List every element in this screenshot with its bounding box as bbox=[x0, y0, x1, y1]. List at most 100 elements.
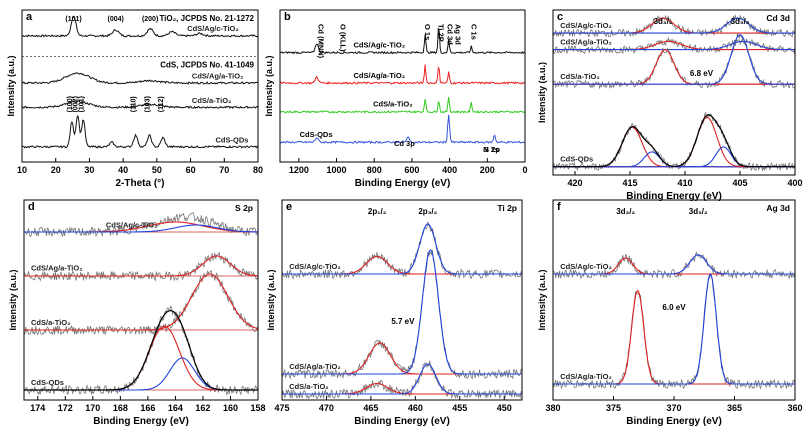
panel-b: CdS/Ag/c-TiO₂ CdS/Ag/a-TiO₂ CdS/a-TiO₂ CdS-… bbox=[264, 9, 528, 189]
plot-area-e bbox=[281, 221, 523, 400]
series-label: CdS/a-TiO₂ bbox=[373, 100, 412, 109]
peak-label: (002) bbox=[73, 96, 80, 112]
panel-letter: b bbox=[284, 11, 291, 23]
series-line bbox=[552, 111, 796, 172]
series-label: CdS/a-TiO₂ bbox=[560, 72, 599, 81]
peak-label: Cd 3d bbox=[446, 24, 455, 45]
x-tick-label: 70 bbox=[219, 165, 229, 175]
splitting-label: 5.7 eV bbox=[391, 317, 415, 326]
peak-label: 3d₃/₂ bbox=[654, 17, 673, 26]
x-tick-label: 365 bbox=[727, 403, 742, 413]
envelope-line bbox=[553, 114, 795, 168]
peak-label: N 1s bbox=[483, 145, 499, 154]
x-tick-label: 360 bbox=[787, 403, 802, 413]
series-label: CdS-QDs bbox=[216, 135, 249, 144]
series-label: CdS/Ag/a-TiO₂ bbox=[192, 72, 244, 81]
plot-area-f bbox=[552, 250, 796, 390]
x-tick-label: 465 bbox=[363, 403, 378, 413]
x-tick-label: 415 bbox=[622, 178, 637, 188]
series-label: CdS/Ag/c-TiO₂ bbox=[106, 220, 158, 229]
y-axis-label: Intensity (a.u.) bbox=[266, 269, 276, 330]
series-label: CdS/Ag/c-TiO₂ bbox=[187, 24, 239, 33]
x-tick-label: 200 bbox=[480, 165, 495, 175]
x-axis-label: Binding Energy (eV) bbox=[626, 416, 722, 427]
peak-label: O 1s bbox=[423, 24, 432, 40]
x-tick-label: 40 bbox=[118, 165, 128, 175]
fit-peak-line bbox=[24, 224, 258, 233]
fit-peak-line bbox=[282, 223, 522, 275]
x-tick-label: 30 bbox=[84, 165, 94, 175]
series-line bbox=[552, 37, 796, 55]
plot-frame bbox=[552, 9, 796, 176]
series-line bbox=[279, 27, 526, 55]
plot-area-d bbox=[23, 211, 259, 396]
series-label: CdS/Ag/c-TiO₂ bbox=[560, 21, 612, 30]
peak-label: Ag 3d bbox=[454, 24, 463, 45]
x-tick-label: 800 bbox=[367, 165, 382, 175]
envelope-line bbox=[24, 310, 258, 391]
series-label: CdS-QDs bbox=[300, 130, 333, 139]
x-tick-label: 174 bbox=[30, 403, 45, 413]
peak-label: (101) bbox=[65, 16, 81, 23]
x-tick-label: 410 bbox=[677, 178, 692, 188]
y-axis-label: Intensity (a.u.) bbox=[537, 269, 547, 330]
x-axis-label: 2-Theta (°) bbox=[116, 178, 165, 189]
y-axis-label: Intensity (a.u.) bbox=[8, 269, 18, 330]
series-line bbox=[279, 96, 526, 114]
panel-title: Cd 3d bbox=[766, 13, 790, 23]
series-line bbox=[552, 250, 796, 280]
x-tick-label: 455 bbox=[452, 403, 467, 413]
x-tick-label: 470 bbox=[319, 403, 334, 413]
panel-e: CdS/Ag/c-TiO₂ CdS/Ag/a-TiO₂ CdS/a-TiO₂ Ti 2… bbox=[266, 199, 523, 427]
panel-letter: f bbox=[557, 201, 561, 213]
x-tick-label: 380 bbox=[545, 403, 560, 413]
series-label: CdS/Ag/c-TiO₂ bbox=[560, 262, 612, 271]
series-line bbox=[21, 15, 259, 38]
x-tick-label: 460 bbox=[408, 403, 423, 413]
fit-peak-line bbox=[24, 273, 259, 331]
panel-letter: e bbox=[286, 201, 292, 213]
panel-title: Ti 2p bbox=[497, 203, 517, 213]
series-label: CdS/Ag/c-TiO₂ bbox=[289, 262, 341, 271]
plot-area-c bbox=[552, 14, 796, 172]
x-tick-label: 80 bbox=[253, 165, 263, 175]
panel-letter: d bbox=[28, 201, 35, 213]
peak-label: (100) bbox=[67, 96, 74, 112]
series-label: CdS/Ag/c-TiO₂ bbox=[354, 40, 406, 49]
x-axis-label: Binding Energy (eV) bbox=[354, 416, 450, 427]
x-tick-label: 166 bbox=[140, 403, 155, 413]
series-line bbox=[21, 72, 259, 85]
panel-f: CdS/Ag/c-TiO₂ CdS/Ag/a-TiO₂ Ag 3d 3d₃/₂ 3d₅/… bbox=[537, 199, 803, 427]
series-label: CdS/a-TiO₂ bbox=[192, 96, 231, 105]
x-tick-label: 400 bbox=[787, 178, 802, 188]
panel-title: Ag 3d bbox=[766, 203, 790, 213]
panel-title: S 2p bbox=[235, 203, 253, 213]
x-tick-label: 450 bbox=[497, 403, 512, 413]
plot-frame bbox=[23, 199, 259, 401]
series-label: CdS/Ag/a-TiO₂ bbox=[560, 37, 612, 46]
series-line bbox=[21, 100, 259, 110]
x-tick-label: 10 bbox=[17, 165, 27, 175]
x-tick-label: 160 bbox=[223, 403, 238, 413]
peak-label: O (KLL) bbox=[339, 24, 348, 52]
fit-peak-line bbox=[282, 249, 522, 375]
x-tick-label: 600 bbox=[404, 165, 419, 175]
x-axis-label: Binding Energy (eV) bbox=[626, 191, 722, 202]
fit-peak-line bbox=[553, 40, 795, 51]
peak-label: Cd 3p bbox=[394, 139, 415, 148]
series-label: CdS/Ag/a-TiO₂ bbox=[289, 362, 341, 371]
fit-peak-line bbox=[282, 363, 522, 395]
splitting-label: 6.0 eV bbox=[662, 303, 686, 312]
x-tick-label: 405 bbox=[732, 178, 747, 188]
series-line bbox=[281, 250, 523, 380]
x-axis-label: Binding Energy (eV) bbox=[93, 416, 189, 427]
peak-label: 3d₅/₂ bbox=[689, 207, 708, 216]
series-label: CdS/a-TiO₂ bbox=[31, 318, 70, 327]
panel-letter: c bbox=[557, 11, 563, 23]
x-axis-label: Binding Energy (eV) bbox=[355, 178, 451, 189]
x-tick-label: 1200 bbox=[289, 165, 309, 175]
fit-peak-line bbox=[553, 34, 795, 85]
plot-area-a bbox=[21, 15, 259, 149]
x-tick-label: 420 bbox=[567, 178, 582, 188]
